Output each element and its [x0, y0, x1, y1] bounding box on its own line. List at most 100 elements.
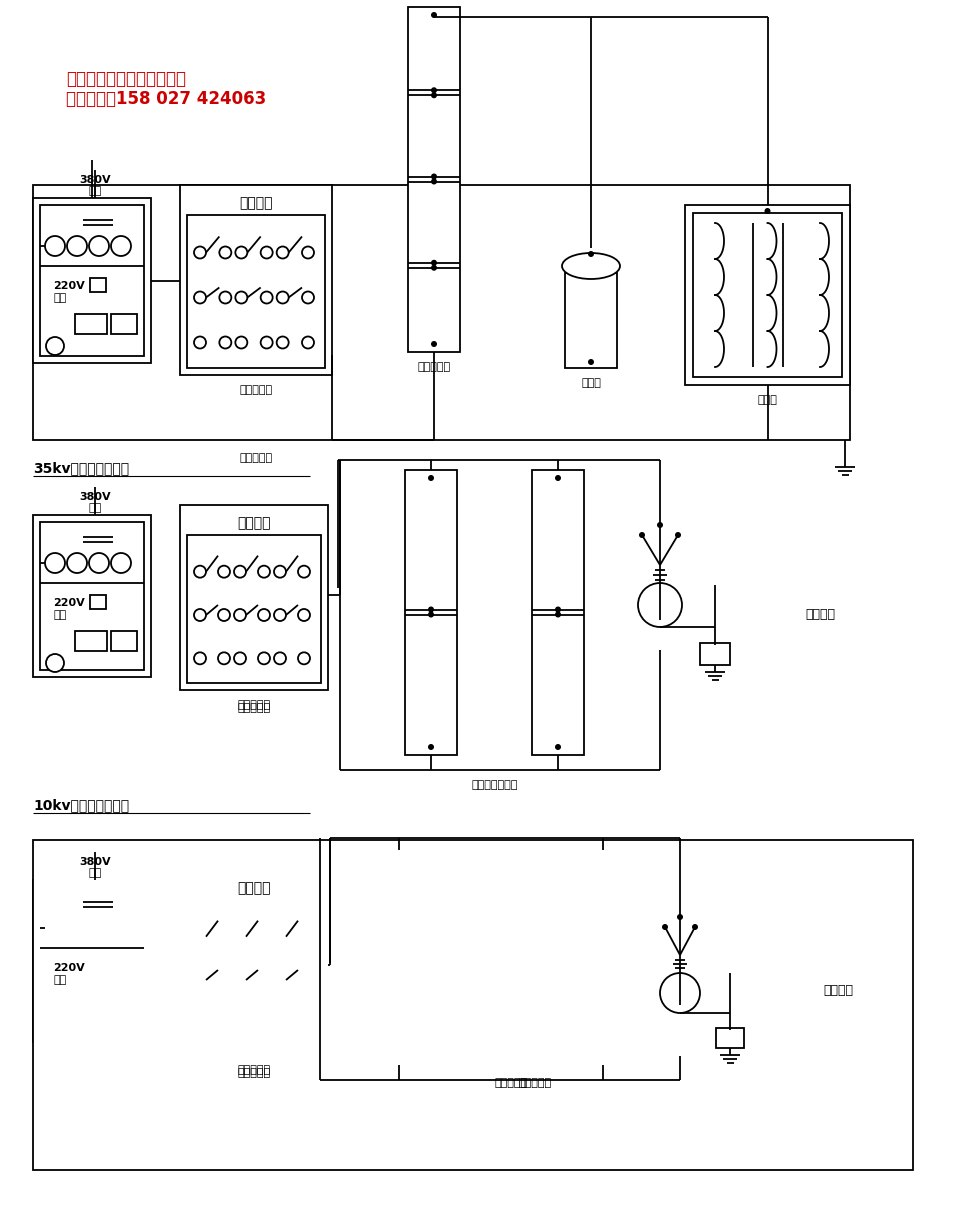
- Circle shape: [45, 553, 65, 572]
- Circle shape: [260, 336, 273, 348]
- Bar: [716, 1028, 744, 1048]
- Ellipse shape: [562, 254, 620, 279]
- Circle shape: [274, 974, 286, 986]
- Text: 四组并联: 四组并联: [237, 881, 271, 895]
- Circle shape: [258, 609, 270, 620]
- Circle shape: [660, 972, 700, 1013]
- Bar: [443, 849, 491, 1065]
- Circle shape: [555, 744, 561, 750]
- Bar: [693, 213, 842, 377]
- Bar: [90, 960, 106, 974]
- Bar: [375, 849, 423, 1065]
- Text: 380V: 380V: [79, 857, 111, 867]
- Circle shape: [555, 612, 561, 618]
- Circle shape: [692, 924, 698, 929]
- Text: 分压器: 分压器: [581, 378, 601, 388]
- Bar: [40, 888, 144, 1035]
- Circle shape: [464, 1054, 470, 1060]
- Circle shape: [588, 251, 594, 257]
- Circle shape: [428, 607, 434, 613]
- Circle shape: [274, 609, 286, 620]
- Circle shape: [662, 924, 668, 929]
- Circle shape: [302, 246, 314, 259]
- Text: 电抗器二串二并: 电抗器二串二并: [471, 780, 518, 790]
- Circle shape: [600, 1054, 606, 1060]
- Circle shape: [431, 12, 437, 18]
- Circle shape: [258, 652, 270, 665]
- Bar: [187, 215, 325, 368]
- Circle shape: [260, 246, 273, 259]
- Text: 电源: 电源: [53, 975, 67, 985]
- Circle shape: [277, 336, 288, 348]
- Circle shape: [258, 974, 270, 986]
- Circle shape: [67, 236, 87, 256]
- Circle shape: [298, 566, 310, 577]
- Circle shape: [532, 1054, 538, 1060]
- Circle shape: [428, 475, 434, 481]
- Text: 励磁变压器: 励磁变压器: [237, 700, 271, 710]
- Circle shape: [218, 566, 230, 577]
- Circle shape: [46, 1019, 64, 1037]
- Circle shape: [235, 336, 248, 348]
- Bar: [405, 470, 457, 755]
- Circle shape: [638, 583, 682, 627]
- Circle shape: [588, 359, 594, 366]
- Circle shape: [675, 532, 681, 538]
- Bar: [33, 185, 850, 439]
- Circle shape: [677, 913, 683, 920]
- Circle shape: [302, 336, 314, 348]
- Circle shape: [111, 236, 131, 256]
- Circle shape: [274, 652, 286, 665]
- Circle shape: [234, 566, 246, 577]
- Circle shape: [218, 609, 230, 620]
- Text: 220V: 220V: [53, 281, 85, 291]
- Circle shape: [639, 532, 645, 538]
- Bar: [511, 849, 559, 1065]
- Text: 技术支持：158 027 424063: 技术支持：158 027 424063: [66, 90, 266, 108]
- Text: 电抗器四串: 电抗器四串: [417, 362, 450, 372]
- Circle shape: [45, 236, 65, 256]
- Circle shape: [431, 341, 437, 347]
- Circle shape: [45, 918, 65, 938]
- Circle shape: [220, 292, 231, 304]
- Bar: [700, 643, 730, 665]
- Bar: [33, 198, 151, 363]
- Circle shape: [274, 1017, 286, 1029]
- Circle shape: [234, 1017, 246, 1029]
- Bar: [33, 840, 913, 1169]
- Circle shape: [89, 553, 109, 572]
- Bar: [90, 595, 106, 609]
- Bar: [579, 849, 627, 1065]
- Circle shape: [260, 292, 273, 304]
- Circle shape: [431, 92, 437, 98]
- Circle shape: [234, 609, 246, 620]
- Circle shape: [532, 856, 538, 860]
- Text: 四组串联: 四组串联: [239, 196, 273, 211]
- Text: 380V: 380V: [79, 175, 111, 185]
- Circle shape: [274, 566, 286, 577]
- Circle shape: [234, 931, 246, 943]
- Circle shape: [764, 208, 770, 214]
- Text: 35kv电缆试验接线图: 35kv电缆试验接线图: [33, 460, 129, 475]
- Text: 380V: 380V: [79, 492, 111, 502]
- Circle shape: [111, 553, 131, 572]
- Circle shape: [298, 609, 310, 620]
- Circle shape: [258, 931, 270, 943]
- Circle shape: [431, 174, 437, 180]
- Text: 励磁变压器: 励磁变压器: [237, 1069, 271, 1078]
- Circle shape: [258, 1017, 270, 1029]
- Text: 电源: 电源: [53, 293, 67, 303]
- Circle shape: [218, 1017, 230, 1029]
- Bar: [75, 996, 107, 1016]
- Bar: [75, 314, 107, 334]
- Bar: [75, 632, 107, 651]
- Circle shape: [235, 292, 248, 304]
- Circle shape: [194, 246, 206, 259]
- Circle shape: [431, 260, 437, 266]
- Circle shape: [234, 652, 246, 665]
- Text: 输入: 输入: [89, 868, 101, 878]
- Bar: [111, 996, 137, 1016]
- Circle shape: [220, 336, 231, 348]
- Circle shape: [194, 652, 206, 665]
- Text: 电源: 电源: [53, 611, 67, 620]
